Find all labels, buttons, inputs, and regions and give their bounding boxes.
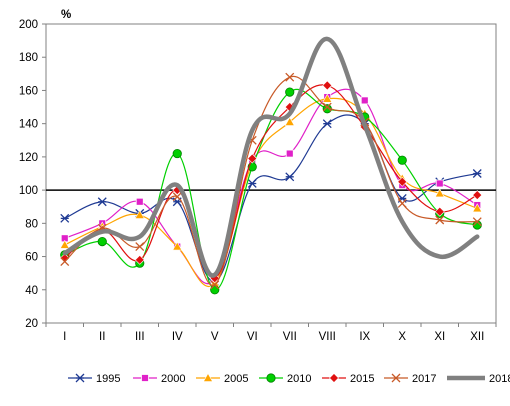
data-point-2017 [60, 257, 70, 266]
y-tick-label: 180 [19, 52, 38, 64]
data-point-2017 [322, 102, 332, 112]
legend-item-2000: 2000 [133, 373, 185, 385]
x-tick-label: I [63, 331, 66, 343]
legend-marker-2015 [329, 373, 339, 383]
x-tick-label: II [99, 331, 105, 343]
data-point-2010 [172, 148, 182, 159]
series-2015 [59, 80, 483, 284]
series-2018 [62, 36, 480, 278]
series-line-2015 [64, 84, 478, 279]
data-point-2015 [134, 254, 145, 265]
x-tick-label: V [211, 331, 219, 343]
legend-label-2005: 2005 [224, 373, 248, 385]
data-point-2017 [285, 72, 295, 82]
data-point-2005 [472, 203, 483, 213]
legend-item-2005: 2005 [196, 372, 248, 385]
legend-item-2010: 2010 [259, 373, 311, 385]
legend-item-2017: 2017 [384, 373, 436, 385]
legend-label-2000: 2000 [161, 373, 185, 385]
legend-label-2018: 2018 [489, 373, 510, 385]
data-point-2017 [472, 217, 482, 227]
data-point-2015 [472, 190, 483, 201]
y-tick-label: 160 [19, 85, 38, 97]
legend-item-2018: 2018 [447, 373, 510, 385]
data-point-2017 [435, 215, 445, 225]
data-point-2017 [397, 198, 407, 208]
series-line-2018 [62, 36, 480, 278]
x-tick-label: IV [172, 331, 183, 343]
x-tick-label: IX [359, 331, 370, 343]
legend-marker-1995 [75, 373, 85, 383]
legend-item-1995: 1995 [68, 373, 120, 385]
data-point-2017 [172, 192, 182, 202]
legend-marker-2017 [391, 373, 401, 383]
legend: 1995 2000 2005 2010 2015 2017 2018 [68, 372, 510, 385]
series-1995 [60, 114, 482, 286]
data-point-2010 [97, 237, 107, 247]
data-point-2005 [434, 188, 445, 198]
data-point-2015 [59, 253, 70, 264]
y-tick-label: 80 [25, 218, 38, 230]
data-point-2005 [284, 116, 295, 126]
data-point-2010 [397, 155, 407, 165]
x-tick-label: XI [434, 331, 445, 343]
series-2017 [60, 72, 482, 290]
legend-label-2015: 2015 [350, 373, 374, 385]
y-tick-label: 60 [25, 252, 38, 264]
plot-area-frame [45, 23, 497, 324]
data-point-1995 [247, 179, 257, 188]
data-point-1995 [60, 213, 70, 223]
y-tick-label: 20 [25, 318, 38, 330]
legend-item-2015: 2015 [322, 373, 374, 385]
y-tick-label: 140 [19, 119, 38, 131]
series-line-1995 [64, 114, 478, 283]
y-axis-unit: % [61, 9, 71, 21]
x-tick-label: III [135, 331, 145, 343]
data-point-2017 [135, 242, 145, 252]
data-point-2005 [59, 239, 70, 249]
data-point-2015 [247, 153, 258, 164]
data-point-2000 [285, 149, 294, 158]
legend-label-1995: 1995 [96, 373, 120, 385]
legend-label-2010: 2010 [287, 373, 311, 385]
data-point-2005 [172, 241, 183, 251]
data-point-1995 [285, 172, 295, 182]
data-point-2005 [322, 93, 333, 103]
x-tick-label: XII [470, 331, 484, 343]
data-point-2000 [135, 197, 144, 206]
data-point-1995 [97, 197, 107, 207]
data-point-2015 [397, 176, 408, 187]
legend-marker-2005 [202, 372, 214, 382]
legend-label-2017: 2017 [412, 373, 436, 385]
data-point-2015 [322, 80, 333, 91]
data-point-2000 [435, 179, 444, 188]
data-point-2017 [210, 280, 220, 290]
legend-marker-2000 [141, 374, 149, 382]
data-point-1995 [322, 119, 332, 129]
x-tick-label: VIII [319, 331, 336, 343]
data-point-2010 [285, 87, 295, 97]
data-point-2015 [434, 206, 445, 217]
legend-marker-2010 [266, 373, 276, 383]
data-point-2000 [360, 96, 369, 105]
x-tick-label: VI [247, 331, 258, 343]
y-tick-label: 100 [19, 185, 38, 197]
y-tick-label: 40 [25, 285, 38, 297]
x-tick-label: X [398, 331, 406, 343]
data-point-2005 [134, 209, 145, 219]
y-tick-label: 120 [19, 152, 38, 164]
x-tick-label: VII [283, 331, 297, 343]
series-layer [59, 36, 483, 295]
data-point-1995 [472, 169, 482, 178]
y-tick-label: 200 [19, 19, 38, 31]
